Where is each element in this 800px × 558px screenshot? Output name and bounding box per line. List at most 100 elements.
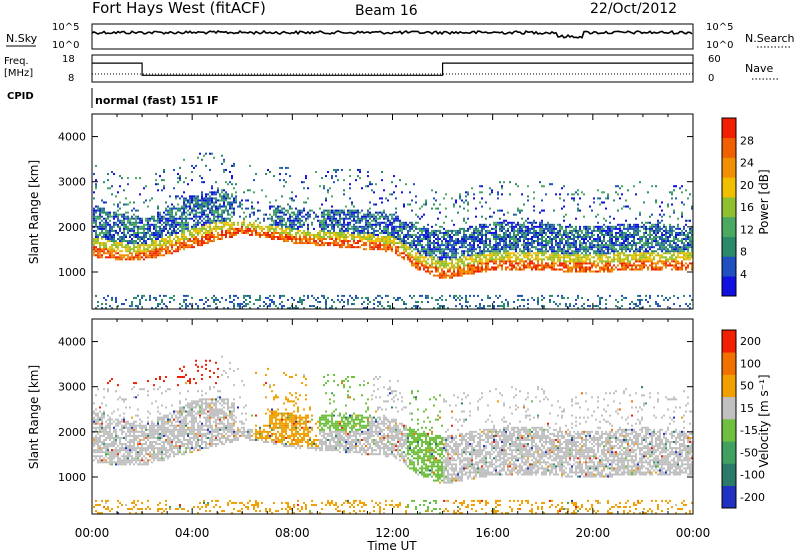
echo-cell [117,244,119,246]
echo-cell [361,228,363,230]
echo-cell [283,230,285,232]
echo-cell [161,189,163,191]
echo-cell [351,214,353,216]
echo-cell [325,299,327,301]
echo-cell [343,193,345,195]
echo-cell [113,238,115,240]
echo-cell [181,224,183,226]
echo-cell [281,212,283,214]
echo-cell [369,232,371,234]
echo-cell [419,269,421,271]
echo-cell [523,248,525,250]
echo-cell [389,224,391,226]
echo-cell [607,258,609,260]
echo-cell [603,254,605,256]
echo-cell [461,244,463,246]
echo-cell [539,242,541,244]
echo-cell [469,273,471,275]
echo-cell [185,238,187,240]
echo-cell [143,226,145,228]
echo-cell [271,234,273,236]
echo-cell [329,236,331,238]
echo-cell [385,224,387,226]
echo-cell [589,252,591,254]
echo-cell [161,301,163,303]
echo-cell [507,260,509,262]
echo-cell [519,258,521,260]
echo-cell [331,220,333,222]
echo-cell [271,226,273,228]
echo-cell [575,271,577,273]
echo-cell [187,246,189,248]
echo-cell [279,238,281,240]
echo-cell [231,183,233,185]
echo-cell [227,197,229,199]
echo-cell [473,234,475,236]
echo-cell [581,242,583,244]
echo-cell [183,204,185,206]
echo-cell [573,250,575,252]
echo-cell [541,269,543,271]
echo-cell [495,232,497,234]
echo-cell [479,201,481,203]
echo-cell [427,248,429,250]
echo-cell [135,177,137,179]
echo-cell [325,242,327,244]
echo-cell [517,258,519,260]
echo-cell [477,236,479,238]
echo-cell [489,242,491,244]
echo-cell [133,214,135,216]
echo-cell [565,264,567,266]
echo-cell [573,266,575,268]
echo-cell [609,216,611,218]
echo-cell [365,236,367,238]
echo-cell [533,252,535,254]
echo-cell [187,238,189,240]
echo-cell [207,236,209,238]
echo-cell [439,244,441,246]
echo-cell [459,206,461,208]
echo-cell [551,240,553,242]
echo-cell [531,240,533,242]
echo-cell [549,238,551,240]
echo-cell [303,242,305,244]
echo-cell [499,228,501,230]
echo-cell [619,242,621,244]
echo-cell [475,248,477,250]
echo-cell [443,228,445,230]
echo-cell [127,242,129,244]
echo-cell [177,224,179,226]
echo-cell [451,275,453,277]
echo-cell [151,238,153,240]
echo-cell [359,171,361,173]
echo-cell [189,206,191,208]
echo-cell [137,222,139,224]
echo-cell [599,228,601,230]
echo-cell [477,260,479,262]
echo-cell [141,226,143,228]
echo-cell [431,258,433,260]
echo-cell [611,238,613,240]
echo-cell [359,246,361,248]
echo-cell [129,224,131,226]
echo-cell [97,240,99,242]
echo-cell [217,216,219,218]
echo-cell [153,256,155,258]
echo-cell [267,232,269,234]
echo-cell [473,244,475,246]
echo-cell [335,224,337,226]
echo-cell [273,222,275,224]
echo-cell [511,260,513,262]
cpid-value: normal (fast) 151 IF [95,94,219,107]
echo-cell [283,295,285,297]
echo-cell [473,238,475,240]
echo-cell [101,244,103,246]
echo-cell [409,254,411,256]
echo-cell [477,246,479,248]
echo-cell [573,252,575,254]
echo-cell [203,181,205,183]
echo-cell [355,228,357,230]
echo-cell [391,242,393,244]
echo-cell [575,236,577,238]
echo-cell [99,234,101,236]
